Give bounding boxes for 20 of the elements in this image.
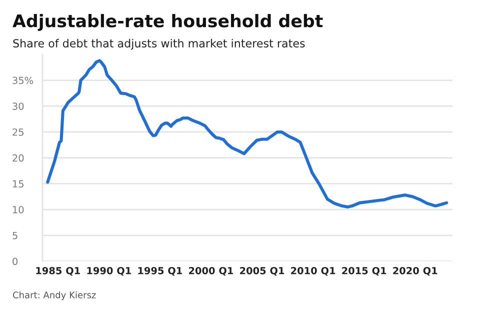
y-tick-label: 35%	[12, 76, 34, 84]
y-tick-label: 30	[12, 102, 24, 110]
text: Chart: Andy Kiersz	[13, 291, 96, 300]
y-tick-label: 15	[13, 180, 24, 188]
y-tick-label: 0	[12, 258, 18, 266]
x-tick-label: 1995 Q1	[138, 266, 182, 276]
x-tick-label: 2000 Q1	[188, 266, 234, 276]
x-tick-label: 1990 Q1	[87, 266, 131, 276]
x-tick-label: 2020 Q1	[393, 266, 438, 276]
y-tick-label: 25	[12, 128, 24, 136]
y-tick-label: 5	[12, 232, 18, 240]
x-tick-label: 1985 Q1	[36, 266, 80, 276]
line-series	[46, 59, 448, 208]
chart-subtitle: Share of debt that adjusts with market interest rates	[13, 38, 305, 50]
x-tick-label: 2010 Q1	[291, 266, 336, 276]
y-tick-label: 10	[13, 206, 24, 214]
y-tick-label: 20	[12, 154, 24, 162]
x-tick-label: 2005 Q1	[240, 266, 284, 276]
x-tick-label: 2015 Q1	[342, 266, 386, 276]
chart-title: Adjustable-rate household debt	[12, 14, 323, 31]
